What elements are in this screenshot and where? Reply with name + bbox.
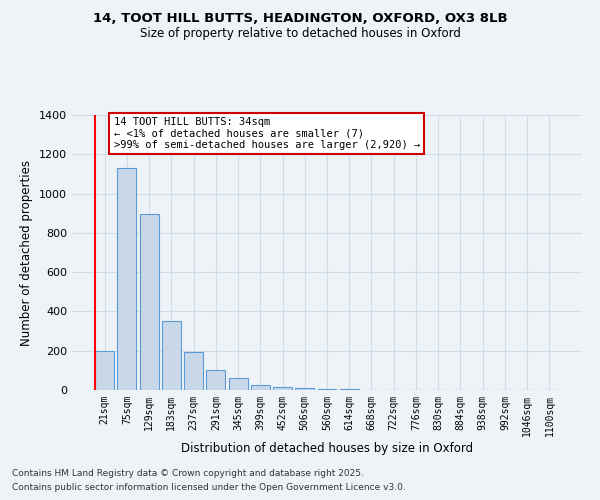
Text: Size of property relative to detached houses in Oxford: Size of property relative to detached ho… — [140, 28, 460, 40]
Y-axis label: Number of detached properties: Number of detached properties — [20, 160, 34, 346]
Bar — [251, 385, 270, 390]
Bar — [162, 322, 181, 390]
Text: 14, TOOT HILL BUTTS, HEADINGTON, OXFORD, OX3 8LB: 14, TOOT HILL BUTTS, HEADINGTON, OXFORD,… — [92, 12, 508, 26]
Text: Contains public sector information licensed under the Open Government Licence v3: Contains public sector information licen… — [12, 484, 406, 492]
Text: 14 TOOT HILL BUTTS: 34sqm
← <1% of detached houses are smaller (7)
>99% of semi-: 14 TOOT HILL BUTTS: 34sqm ← <1% of detac… — [113, 117, 420, 150]
Bar — [184, 352, 203, 390]
Bar — [273, 387, 292, 390]
Bar — [206, 370, 225, 390]
X-axis label: Distribution of detached houses by size in Oxford: Distribution of detached houses by size … — [181, 442, 473, 454]
Bar — [317, 389, 337, 390]
Bar — [229, 378, 248, 390]
Bar — [95, 350, 114, 390]
Bar — [295, 388, 314, 390]
Bar — [118, 168, 136, 390]
Bar — [140, 214, 158, 390]
Text: Contains HM Land Registry data © Crown copyright and database right 2025.: Contains HM Land Registry data © Crown c… — [12, 468, 364, 477]
